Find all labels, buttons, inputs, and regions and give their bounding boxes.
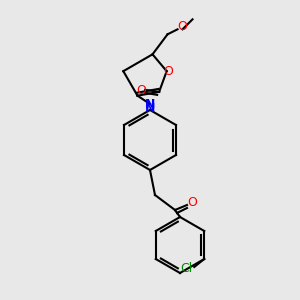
Text: N: N bbox=[145, 98, 155, 110]
Text: O: O bbox=[187, 196, 197, 209]
Text: O: O bbox=[164, 65, 174, 78]
Text: O: O bbox=[136, 84, 146, 98]
Text: N: N bbox=[145, 101, 155, 115]
Text: O: O bbox=[178, 20, 188, 33]
Text: Cl: Cl bbox=[180, 262, 192, 275]
